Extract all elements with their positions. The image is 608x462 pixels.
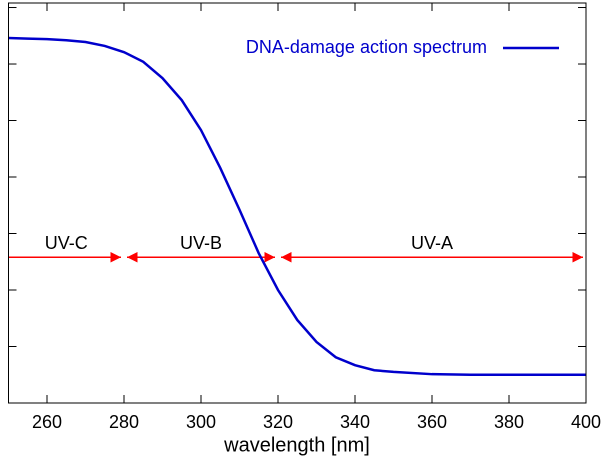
series-line xyxy=(8,36,586,377)
legend-label: DNA-damage action spectrum xyxy=(246,37,487,57)
x-tick-label: 320 xyxy=(263,412,293,432)
x-tick-label: 380 xyxy=(494,412,524,432)
plot-frame xyxy=(8,2,587,404)
x-tick-label: 280 xyxy=(109,412,139,432)
x-tick-label: 300 xyxy=(186,412,216,432)
band-label: UV-A xyxy=(411,233,453,253)
x-tick-label: 400 xyxy=(571,412,601,432)
x-axis-label: wavelength [nm] xyxy=(223,434,370,456)
band-label: UV-B xyxy=(180,233,222,253)
x-tick-label: 360 xyxy=(417,412,447,432)
band-label: UV-C xyxy=(45,233,88,253)
x-tick-label: 260 xyxy=(32,412,62,432)
x-tick-label: 340 xyxy=(340,412,370,432)
